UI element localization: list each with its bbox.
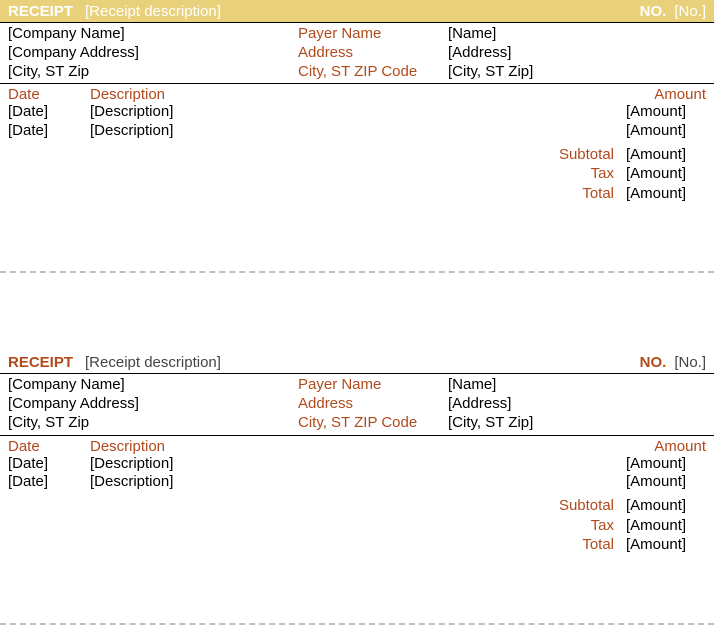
item-date: [Date] bbox=[8, 122, 90, 141]
company-city-st-zip: [City, ST Zip bbox=[8, 414, 298, 433]
receipt-no-value: [No.] bbox=[674, 3, 706, 20]
item-amount: [Amount] bbox=[616, 122, 706, 141]
item-description: [Description] bbox=[90, 455, 616, 474]
payer-name: [Name] bbox=[448, 376, 706, 395]
payer-labels: Payer Name Address City, ST ZIP Code bbox=[298, 25, 448, 81]
receipt-2: RECEIPT [Receipt description] NO. [No.] … bbox=[0, 351, 714, 562]
subtotal-row: Subtotal [Amount] bbox=[8, 496, 706, 516]
payer-address-label: Address bbox=[298, 44, 448, 63]
receipt-no-value: [No.] bbox=[674, 354, 706, 371]
item-date: [Date] bbox=[8, 473, 90, 492]
company-address: [Company Address] bbox=[8, 44, 298, 63]
company-name: [Company Name] bbox=[8, 25, 298, 44]
receipt-no-label: NO. bbox=[640, 3, 667, 20]
item-row: [Date] [Description] [Amount] bbox=[0, 103, 714, 122]
payer-info: [Name] [Address] [City, ST Zip] bbox=[448, 25, 706, 81]
item-description: [Description] bbox=[90, 122, 616, 141]
company-name: [Company Name] bbox=[8, 376, 298, 395]
payer-name-label: Payer Name bbox=[298, 376, 448, 395]
payer-labels: Payer Name Address City, ST ZIP Code bbox=[298, 376, 448, 432]
items-header: Date Description Amount bbox=[0, 436, 714, 455]
receipt-no-label: NO. bbox=[640, 354, 667, 371]
payer-name-label: Payer Name bbox=[298, 25, 448, 44]
tax-value: [Amount] bbox=[626, 516, 706, 536]
payer-city-st-zip: [City, ST Zip] bbox=[448, 63, 706, 82]
info-block: [Company Name] [Company Address] [City, … bbox=[0, 373, 714, 435]
total-value: [Amount] bbox=[626, 535, 706, 555]
subtotal-label: Subtotal bbox=[559, 145, 626, 165]
receipt-label: RECEIPT bbox=[8, 3, 73, 20]
item-row: [Date] [Description] [Amount] bbox=[0, 122, 714, 141]
info-block: [Company Name] [Company Address] [City, … bbox=[0, 22, 714, 84]
company-info: [Company Name] [Company Address] [City, … bbox=[8, 376, 298, 432]
item-description: [Description] bbox=[90, 103, 616, 122]
tax-label: Tax bbox=[591, 516, 626, 536]
payer-address: [Address] bbox=[448, 44, 706, 63]
subtotal-label: Subtotal bbox=[559, 496, 626, 516]
payer-info: [Name] [Address] [City, ST Zip] bbox=[448, 376, 706, 432]
col-date: Date bbox=[8, 438, 90, 455]
totals-block: Subtotal [Amount] Tax [Amount] Total [Am… bbox=[0, 492, 714, 563]
item-amount: [Amount] bbox=[616, 455, 706, 474]
total-row: Total [Amount] bbox=[8, 184, 706, 204]
col-amount: Amount bbox=[616, 438, 706, 455]
col-amount: Amount bbox=[616, 86, 706, 103]
company-address: [Company Address] bbox=[8, 395, 298, 414]
payer-name: [Name] bbox=[448, 25, 706, 44]
item-row: [Date] [Description] [Amount] bbox=[0, 473, 714, 492]
col-description: Description bbox=[90, 86, 616, 103]
total-label: Total bbox=[582, 535, 626, 555]
tax-row: Tax [Amount] bbox=[8, 516, 706, 536]
payer-city-label: City, ST ZIP Code bbox=[298, 63, 448, 82]
totals-block: Subtotal [Amount] Tax [Amount] Total [Am… bbox=[0, 141, 714, 212]
col-date: Date bbox=[8, 86, 90, 103]
total-row: Total [Amount] bbox=[8, 535, 706, 555]
items-header: Date Description Amount bbox=[0, 84, 714, 103]
receipt-page: RECEIPT [Receipt description] NO. [No.] … bbox=[0, 0, 714, 625]
company-city-st-zip: [City, ST Zip bbox=[8, 63, 298, 82]
item-amount: [Amount] bbox=[616, 473, 706, 492]
subtotal-row: Subtotal [Amount] bbox=[8, 145, 706, 165]
item-amount: [Amount] bbox=[616, 103, 706, 122]
receipt-header-bar: RECEIPT [Receipt description] NO. [No.] bbox=[0, 351, 714, 373]
total-value: [Amount] bbox=[626, 184, 706, 204]
receipt-description: [Receipt description] bbox=[85, 354, 640, 371]
tax-label: Tax bbox=[591, 164, 626, 184]
tear-divider bbox=[0, 271, 714, 273]
col-description: Description bbox=[90, 438, 616, 455]
receipt-description: [Receipt description] bbox=[85, 3, 640, 20]
payer-city-st-zip: [City, ST Zip] bbox=[448, 414, 706, 433]
subtotal-value: [Amount] bbox=[626, 496, 706, 516]
subtotal-value: [Amount] bbox=[626, 145, 706, 165]
payer-city-label: City, ST ZIP Code bbox=[298, 414, 448, 433]
tear-divider bbox=[0, 623, 714, 625]
receipt-header-bar: RECEIPT [Receipt description] NO. [No.] bbox=[0, 0, 714, 22]
item-date: [Date] bbox=[8, 455, 90, 474]
payer-address-label: Address bbox=[298, 395, 448, 414]
item-date: [Date] bbox=[8, 103, 90, 122]
payer-address: [Address] bbox=[448, 395, 706, 414]
tax-row: Tax [Amount] bbox=[8, 164, 706, 184]
item-row: [Date] [Description] [Amount] bbox=[0, 455, 714, 474]
total-label: Total bbox=[582, 184, 626, 204]
company-info: [Company Name] [Company Address] [City, … bbox=[8, 25, 298, 81]
tax-value: [Amount] bbox=[626, 164, 706, 184]
receipt-label: RECEIPT bbox=[8, 354, 73, 371]
item-description: [Description] bbox=[90, 473, 616, 492]
receipt-1: RECEIPT [Receipt description] NO. [No.] … bbox=[0, 0, 714, 211]
